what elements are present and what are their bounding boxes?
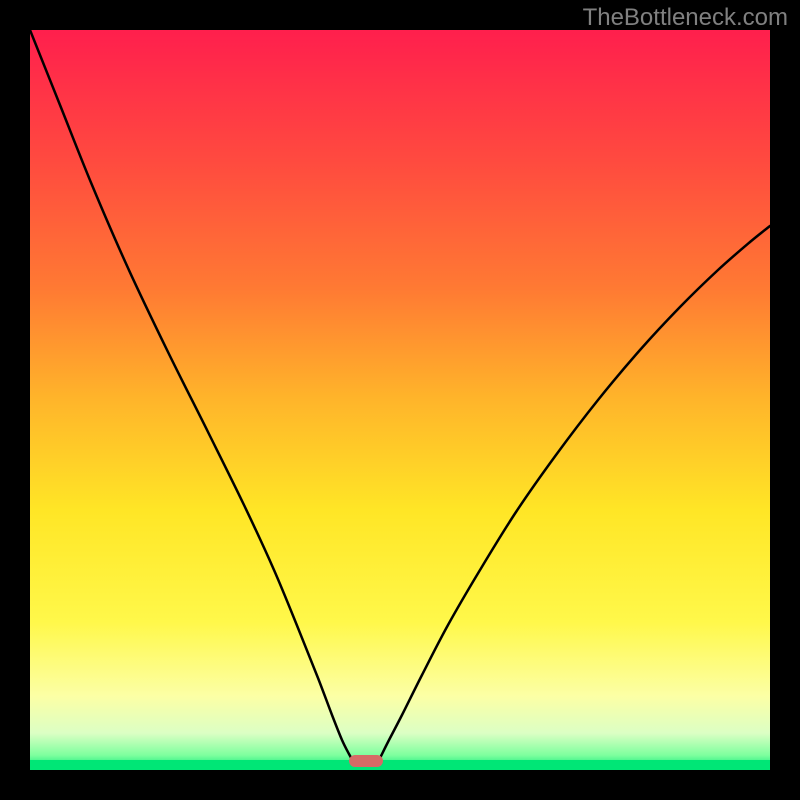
plot-area <box>30 30 770 770</box>
bottleneck-marker <box>349 755 383 767</box>
watermark-text: TheBottleneck.com <box>583 4 788 32</box>
bottleneck-curve <box>30 30 770 770</box>
chart-container: TheBottleneck.com <box>0 0 800 800</box>
